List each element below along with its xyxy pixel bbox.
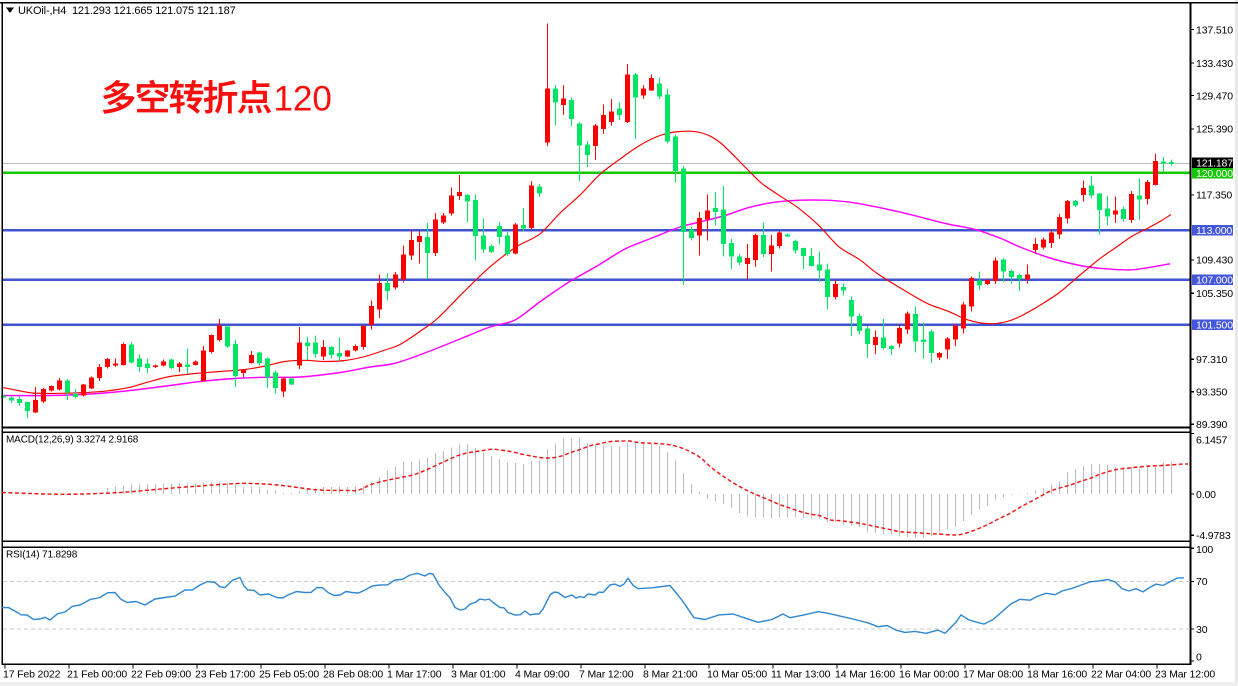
svg-text:22 Mar 04:00: 22 Mar 04:00 [1091, 669, 1151, 681]
svg-text:14 Mar 16:00: 14 Mar 16:00 [835, 669, 895, 681]
svg-text:1 Mar 17:00: 1 Mar 17:00 [387, 669, 442, 681]
svg-text:30: 30 [1196, 624, 1208, 636]
svg-text:3 Mar 01:00: 3 Mar 01:00 [451, 669, 506, 681]
svg-text:133.430: 133.430 [1196, 58, 1233, 70]
svg-text:109.430: 109.430 [1196, 255, 1233, 267]
svg-text:113.000: 113.000 [1196, 225, 1232, 237]
svg-text:8 Mar 21:00: 8 Mar 21:00 [643, 669, 698, 681]
svg-text:4 Mar 09:00: 4 Mar 09:00 [515, 669, 570, 681]
svg-text:105.350: 105.350 [1196, 288, 1233, 300]
svg-text:23 Mar 12:00: 23 Mar 12:00 [1155, 669, 1215, 681]
svg-text:120: 120 [274, 80, 332, 119]
svg-text:UKOil-,H4 121.293 121.665 121: UKOil-,H4 121.293 121.665 121.075 121.18… [18, 5, 236, 17]
svg-text:28 Feb 08:00: 28 Feb 08:00 [323, 669, 383, 681]
svg-text:16 Mar 00:00: 16 Mar 00:00 [899, 669, 959, 681]
svg-text:10 Mar 05:00: 10 Mar 05:00 [707, 669, 767, 681]
svg-text:93.350: 93.350 [1196, 387, 1228, 399]
svg-text:0: 0 [1196, 652, 1202, 664]
svg-text:-4.9783: -4.9783 [1196, 530, 1231, 542]
svg-text:18 Mar 16:00: 18 Mar 16:00 [1027, 669, 1087, 681]
svg-text:0.00: 0.00 [1196, 489, 1216, 501]
svg-text:RSI(14) 71.8298: RSI(14) 71.8298 [6, 550, 78, 561]
svg-text:101.500: 101.500 [1196, 320, 1233, 332]
svg-text:21 Feb 00:00: 21 Feb 00:00 [67, 669, 127, 681]
svg-text:6.1457: 6.1457 [1196, 434, 1228, 446]
svg-text:17 Feb 2022: 17 Feb 2022 [3, 669, 61, 681]
svg-text:97.310: 97.310 [1196, 354, 1228, 366]
svg-text:107.000: 107.000 [1196, 275, 1233, 287]
svg-text:25 Feb 05:00: 25 Feb 05:00 [259, 669, 319, 681]
svg-text:7 Mar 12:00: 7 Mar 12:00 [579, 669, 634, 681]
svg-text:129.470: 129.470 [1196, 90, 1233, 102]
svg-text:17 Mar 08:00: 17 Mar 08:00 [963, 669, 1023, 681]
svg-text:23 Feb 17:00: 23 Feb 17:00 [195, 669, 255, 681]
svg-text:117.350: 117.350 [1196, 190, 1232, 202]
svg-text:120.000: 120.000 [1196, 168, 1233, 180]
svg-text:11 Mar 13:00: 11 Mar 13:00 [771, 669, 831, 681]
svg-text:100: 100 [1196, 544, 1213, 556]
svg-text:70: 70 [1196, 576, 1208, 588]
svg-text:125.390: 125.390 [1196, 124, 1233, 136]
svg-text:22 Feb 09:00: 22 Feb 09:00 [131, 669, 191, 681]
svg-text:MACD(12,26,9) 3.3274 2.9168: MACD(12,26,9) 3.3274 2.9168 [6, 435, 139, 446]
svg-text:89.390: 89.390 [1196, 419, 1228, 431]
svg-text:121.187: 121.187 [1196, 158, 1233, 170]
svg-text:137.510: 137.510 [1196, 24, 1233, 36]
